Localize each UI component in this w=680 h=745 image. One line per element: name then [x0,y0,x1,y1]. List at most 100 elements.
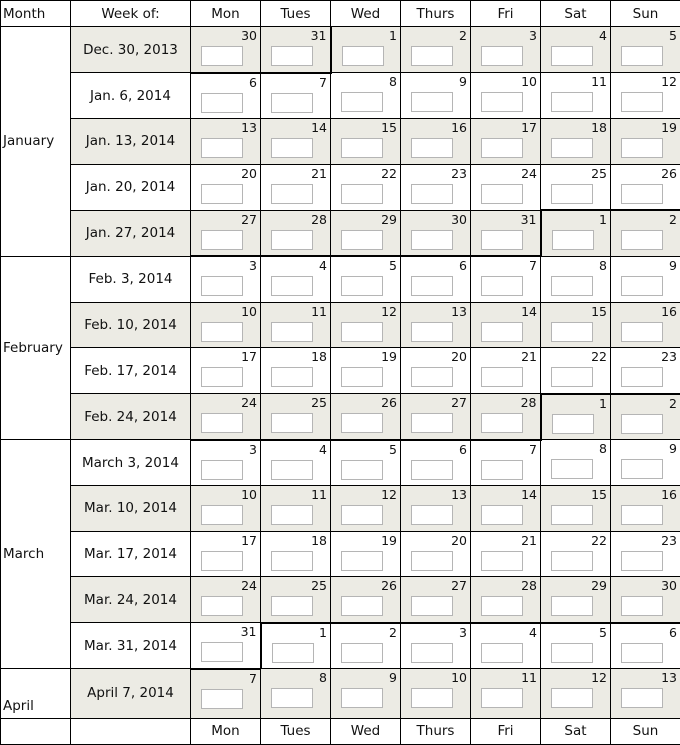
day-input[interactable] [271,505,313,525]
day-input[interactable] [481,596,523,616]
day-input[interactable] [551,322,593,342]
day-input[interactable] [621,643,663,663]
day-input[interactable] [552,230,594,250]
day-input[interactable] [481,138,523,158]
day-input[interactable] [201,322,243,342]
day-input[interactable] [341,688,383,708]
day-input[interactable] [411,367,453,387]
day-input[interactable] [201,551,243,571]
day-input[interactable] [481,505,523,525]
day-input[interactable] [341,322,383,342]
day-input[interactable] [411,184,453,204]
day-input[interactable] [481,322,523,342]
day-input[interactable] [341,276,383,296]
day-input[interactable] [411,460,453,480]
day-input[interactable] [621,688,663,708]
day-input[interactable] [481,551,523,571]
day-input[interactable] [272,643,314,663]
day-input[interactable] [621,367,663,387]
day-input[interactable] [481,643,523,663]
day-input[interactable] [271,46,313,66]
day-input[interactable] [411,596,453,616]
day-input[interactable] [201,505,243,525]
day-input[interactable] [551,92,593,112]
day-input[interactable] [271,688,313,708]
day-input[interactable] [271,460,313,480]
day-input[interactable] [481,367,523,387]
day-input[interactable] [341,413,383,433]
day-input[interactable] [201,689,243,709]
day-input[interactable] [201,596,243,616]
day-input[interactable] [621,92,663,112]
day-input[interactable] [411,276,453,296]
day-input[interactable] [201,642,243,662]
day-input[interactable] [341,460,383,480]
day-input[interactable] [551,596,593,616]
day-input[interactable] [552,414,594,434]
day-input[interactable] [341,230,383,250]
day-input[interactable] [271,230,313,250]
day-input[interactable] [271,184,313,204]
day-input[interactable] [481,460,523,480]
day-input[interactable] [621,596,663,616]
day-input[interactable] [271,551,313,571]
day-input[interactable] [551,138,593,158]
day-input[interactable] [411,505,453,525]
day-input[interactable] [341,505,383,525]
day-input[interactable] [621,322,663,342]
day-input[interactable] [271,596,313,616]
day-input[interactable] [341,643,383,663]
day-input[interactable] [481,688,523,708]
day-input[interactable] [201,138,243,158]
day-input[interactable] [621,276,663,296]
day-input[interactable] [621,184,663,204]
day-input[interactable] [411,46,453,66]
day-input[interactable] [621,230,663,250]
day-input[interactable] [551,46,593,66]
day-input[interactable] [271,138,313,158]
day-input[interactable] [341,92,383,112]
day-input[interactable] [481,230,523,250]
day-input[interactable] [341,184,383,204]
day-input[interactable] [621,138,663,158]
day-input[interactable] [201,46,243,66]
day-input[interactable] [481,276,523,296]
day-input[interactable] [551,643,593,663]
day-input[interactable] [551,367,593,387]
day-input[interactable] [341,367,383,387]
day-input[interactable] [271,322,313,342]
day-input[interactable] [551,459,593,479]
day-input[interactable] [341,138,383,158]
day-input[interactable] [201,413,243,433]
day-input[interactable] [621,46,663,66]
day-input[interactable] [341,551,383,571]
day-input[interactable] [551,688,593,708]
day-input[interactable] [201,230,243,250]
day-input[interactable] [481,92,523,112]
day-input[interactable] [621,551,663,571]
day-input[interactable] [481,413,523,433]
day-input[interactable] [551,184,593,204]
day-input[interactable] [411,322,453,342]
day-input[interactable] [621,505,663,525]
day-input[interactable] [271,93,313,113]
day-input[interactable] [271,276,313,296]
day-input[interactable] [621,459,663,479]
day-input[interactable] [201,460,243,480]
day-input[interactable] [201,276,243,296]
day-input[interactable] [271,413,313,433]
day-input[interactable] [201,367,243,387]
day-input[interactable] [201,93,243,113]
day-input[interactable] [551,551,593,571]
day-input[interactable] [551,505,593,525]
day-input[interactable] [411,551,453,571]
day-input[interactable] [481,184,523,204]
day-input[interactable] [411,138,453,158]
day-input[interactable] [341,596,383,616]
day-input[interactable] [621,414,663,434]
day-input[interactable] [411,643,453,663]
day-input[interactable] [481,46,523,66]
day-input[interactable] [201,184,243,204]
day-input[interactable] [411,230,453,250]
day-input[interactable] [342,46,384,66]
